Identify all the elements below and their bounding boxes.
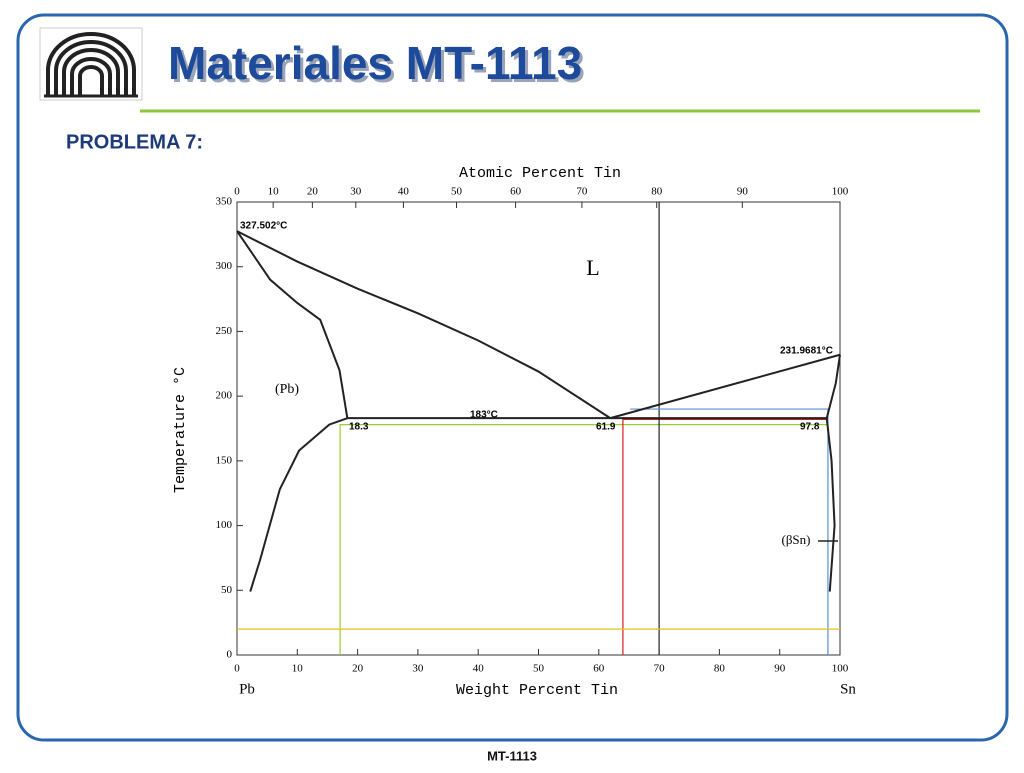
x-tick-label: 30 (412, 663, 424, 675)
x-tick-label: 90 (774, 663, 786, 675)
y-tick-label: 0 (227, 649, 233, 661)
phase-boundary (825, 418, 836, 592)
x-tick-label: 100 (832, 663, 849, 675)
slide-frame (16, 13, 1009, 742)
phase-boundary (236, 230, 349, 419)
y-tick-label: 350 (216, 196, 233, 208)
x-tick-label: 60 (593, 663, 605, 675)
annotation: L (586, 255, 599, 280)
guide-line (339, 424, 828, 655)
annotation: 61.9 (596, 422, 616, 433)
annotation: 231.9681°C (780, 346, 833, 357)
problem-label: PROBLEMA 7: (66, 131, 203, 153)
x-tick-label: 70 (654, 663, 666, 675)
x2-tick-label: 30 (350, 186, 362, 198)
x2-tick-label: 20 (307, 186, 319, 198)
x2-tick-label: 70 (576, 186, 588, 198)
x-tick-label: 10 (292, 663, 304, 675)
title: Materiales MT-1113 (168, 37, 582, 89)
logo-arch (70, 57, 112, 95)
annotation: (βSn) (781, 532, 810, 547)
y-tick-label: 150 (216, 454, 233, 466)
footer: MT-1113 (487, 748, 537, 763)
x-tick-label: 40 (473, 663, 485, 675)
x2-tick-label: 10 (268, 186, 280, 198)
y-tick-label: 50 (221, 584, 233, 596)
y-tick-label: 250 (216, 325, 233, 337)
logo-arch (54, 40, 128, 95)
x-tick-label: 80 (714, 663, 726, 675)
annotation: 18.3 (349, 422, 369, 433)
logo-arch (46, 32, 136, 95)
x-tick-label: 50 (533, 663, 545, 675)
logo-arch (78, 65, 104, 95)
x2-tick-label: 90 (737, 186, 749, 198)
guide-line (630, 408, 829, 655)
y-tick-label: 100 (216, 519, 233, 531)
phase-boundary (825, 354, 841, 419)
x2-tick-label: 60 (510, 186, 522, 198)
annotation: (Pb) (275, 382, 299, 397)
end-label: Pb (239, 681, 255, 697)
y-tick-label: 200 (216, 390, 233, 402)
logo-arch (62, 48, 120, 95)
annotation: 97.8 (800, 422, 820, 433)
x2-tick-label: 40 (398, 186, 410, 198)
guide-line (622, 418, 828, 655)
title-shadow: Materiales MT-1113 (171, 40, 585, 92)
annotation: 327.502°C (240, 221, 287, 232)
x2-tick-label: 100 (832, 186, 849, 198)
x-axis-title: Weight Percent Tin (456, 682, 618, 699)
phase-boundary (609, 353, 841, 420)
x2-tick-label: 0 (234, 186, 240, 198)
end-label: Sn (840, 681, 856, 697)
logo (39, 27, 143, 101)
phase-boundary (249, 417, 348, 592)
phase-diagram: 0 10 20 30 40 50 60 70 80 90 100 0 10 20 30 40 50 60 70 80 9… (172, 165, 856, 699)
x-tick-label: 0 (234, 663, 240, 675)
y-tick-label: 300 (216, 260, 233, 272)
y-axis-title: Temperature °C (172, 367, 189, 493)
x2-tick-label: 80 (651, 186, 663, 198)
phase-boundary (236, 230, 611, 419)
x-tick-label: 20 (352, 663, 364, 675)
x2-tick-label: 50 (451, 186, 463, 198)
x2-axis-title: Atomic Percent Tin (459, 165, 621, 182)
annotation: 183°C (470, 410, 498, 421)
